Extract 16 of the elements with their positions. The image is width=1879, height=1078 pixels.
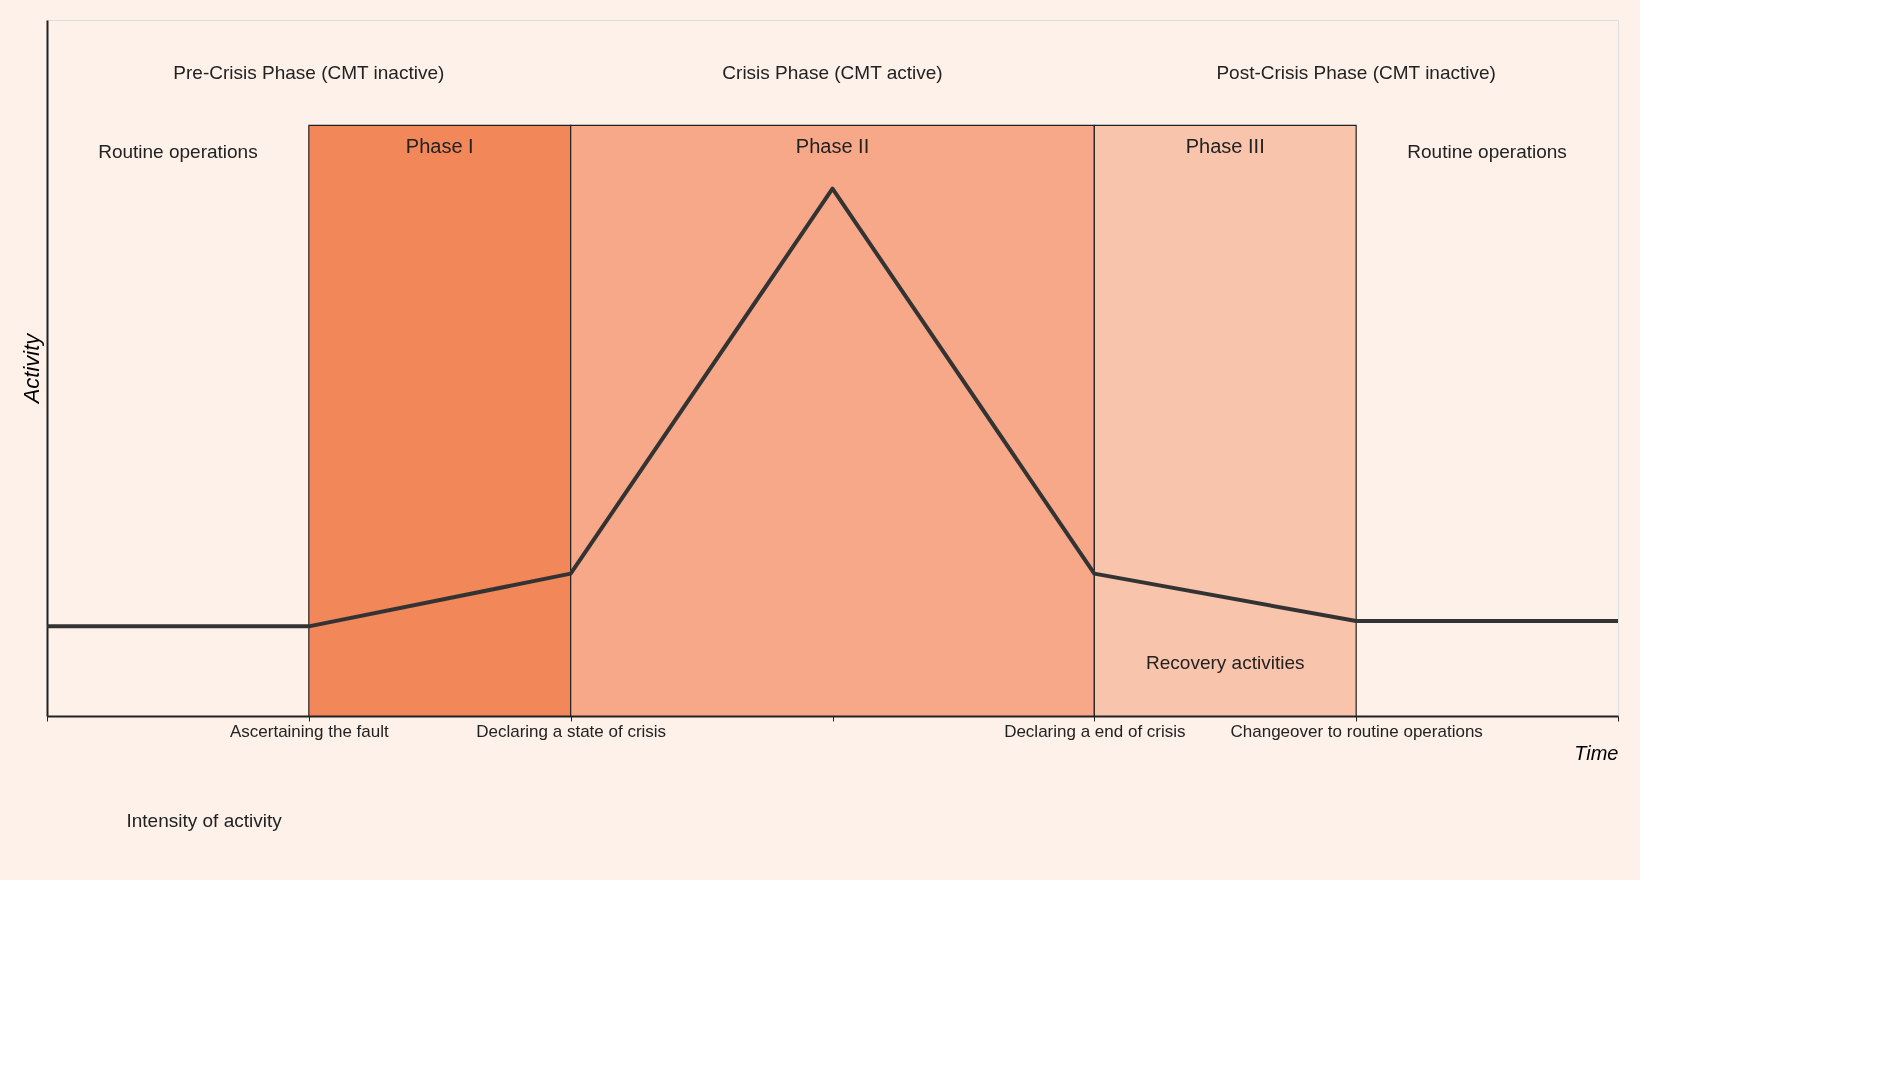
text: Pre-Crisis Phase (CMT inactive) [173,61,445,83]
text: Post-Crisis Phase (CMT inactive) [1216,61,1496,83]
text: Crisis Phase (CMT active) [722,61,943,83]
x-tick-label: Declaring a state of crisis [476,721,667,741]
text: Routine operations [98,140,258,162]
x-axis-title: Time [1574,741,1619,764]
band-label: Phase III [1185,135,1265,158]
text: Intensity of activity [126,810,283,832]
annotation: Recovery activities [1146,652,1305,674]
band-label: Phase I [405,135,474,158]
x-tick-label: Declaring a end of crisis [1004,721,1186,741]
band-label: Phase II [795,135,870,158]
x-tick-label: Changeover to routine operations [1230,721,1483,741]
text: Routine operations [1407,140,1567,162]
y-axis-title: Activity [18,331,44,406]
x-tick-label: Ascertaining the fault [229,721,389,741]
